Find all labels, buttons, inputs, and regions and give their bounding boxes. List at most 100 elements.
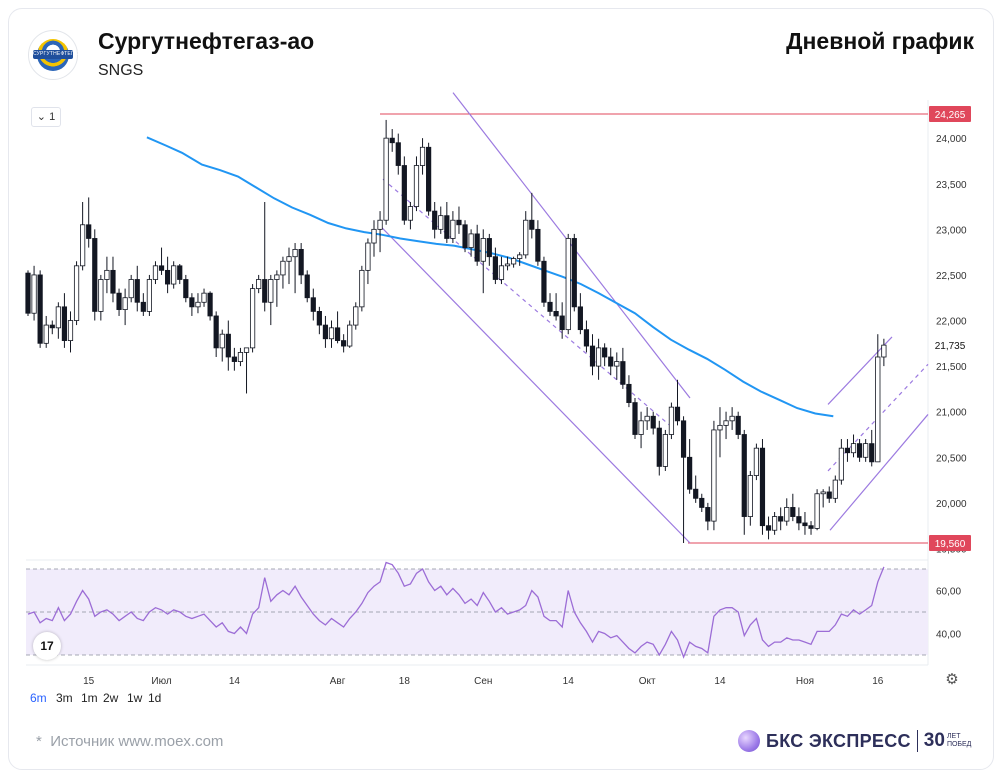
price-axis-tick: 21,500 <box>936 362 967 373</box>
candle-down <box>571 238 577 308</box>
candle-up <box>128 279 134 299</box>
time-axis-tick: Окт <box>639 676 656 687</box>
time-axis-tick: 16 <box>872 676 884 687</box>
candle-up <box>73 265 80 321</box>
candle-down <box>231 356 237 362</box>
candle-down <box>92 238 98 312</box>
candle-down <box>541 260 547 303</box>
candle-down <box>456 219 462 226</box>
candle-up <box>353 306 359 326</box>
candle-up <box>237 352 244 362</box>
candle-down <box>486 238 492 258</box>
candle-down <box>116 292 122 310</box>
candle-down <box>687 456 693 490</box>
timeframe-2w[interactable]: 2w <box>103 691 119 705</box>
candle-up <box>67 320 74 341</box>
candle-down <box>189 297 195 308</box>
source-asterisk: * <box>36 733 42 750</box>
time-axis-tick: 14 <box>229 676 241 687</box>
timeframe-1m[interactable]: 1m <box>81 691 98 705</box>
candle-up <box>850 443 857 454</box>
candle-down <box>529 219 535 230</box>
candle-up <box>729 415 735 422</box>
candle-down <box>680 420 687 458</box>
timeframe-1w[interactable]: 1w <box>127 691 143 705</box>
interval-selector[interactable]: ⌄ 1 <box>31 107 61 127</box>
candle-up <box>98 279 104 312</box>
candle-up <box>510 258 517 265</box>
candle-down <box>298 249 304 276</box>
candle-down <box>462 224 468 248</box>
timeframe-1d[interactable]: 1d <box>148 691 162 705</box>
candle-up <box>171 265 177 285</box>
candle-down <box>401 165 407 221</box>
source-note: * Источник www.moex.com <box>36 733 223 750</box>
candle-up <box>450 219 456 239</box>
price-axis-tick: 22,500 <box>936 271 967 282</box>
candle-down <box>341 340 347 347</box>
price-axis-tick: 23,000 <box>936 225 967 236</box>
price-axis-tick: 20,500 <box>936 453 967 464</box>
timeframe-6m[interactable]: 6m <box>30 691 47 705</box>
settings-gear-icon[interactable]: ⚙ <box>945 671 959 688</box>
candle-up <box>419 146 426 166</box>
candle-down <box>626 383 632 403</box>
brand-30: 30 <box>923 730 945 751</box>
candle-up <box>122 297 128 310</box>
time-axis-tick: 15 <box>83 676 95 687</box>
candle-up <box>480 238 486 262</box>
candle-down <box>395 142 401 166</box>
candle-down <box>856 443 863 458</box>
candle-down <box>620 361 626 385</box>
candle-down <box>778 516 784 522</box>
candle-up <box>413 165 420 207</box>
candle-up <box>55 306 61 329</box>
tradingview-logo[interactable]: 17 <box>33 632 61 660</box>
candle-up <box>195 301 201 308</box>
candle-down <box>177 265 183 280</box>
candle-up <box>772 516 778 531</box>
price-axis-tick: 21,000 <box>936 408 967 419</box>
candle-up <box>504 263 511 267</box>
candle-down <box>37 274 43 344</box>
candle-up <box>286 256 292 262</box>
ticker-symbol: SNGS <box>98 62 144 79</box>
candle-down <box>602 347 608 358</box>
candle-up <box>717 424 723 431</box>
candle-down <box>535 228 541 262</box>
candle-down <box>213 315 219 349</box>
time-axis-tick: 14 <box>563 676 575 687</box>
candle-up <box>359 269 365 308</box>
time-axis-tick: Сен <box>474 676 492 687</box>
candle-up <box>662 434 668 467</box>
timeframe-3m[interactable]: 3m <box>56 691 73 705</box>
candle-up <box>747 475 753 517</box>
candle-down <box>334 327 341 341</box>
candle-down <box>432 210 438 230</box>
candle-up <box>711 429 717 522</box>
rsi-axis-tick: 60,00 <box>936 587 961 598</box>
high-level-label: 24,265 <box>935 110 966 121</box>
candle-down <box>262 279 268 303</box>
candle-down <box>577 306 583 331</box>
rsi-axis-tick: 40,00 <box>936 630 961 641</box>
candle-up <box>523 219 529 256</box>
candle-up <box>468 233 474 248</box>
candle-up <box>814 493 820 529</box>
candle-up <box>249 288 256 349</box>
chart-period-title: Дневной график <box>786 28 974 54</box>
brand-name: БКС ЭКСПРЕСС <box>766 730 911 751</box>
candle-down <box>225 333 231 358</box>
candle-up <box>723 420 729 426</box>
candle-up <box>31 274 37 314</box>
candle-up <box>438 215 444 230</box>
candle-up <box>43 324 49 344</box>
candle-up <box>268 279 274 303</box>
candle-down <box>134 279 140 303</box>
candle-down <box>304 274 310 299</box>
candle-up <box>614 361 620 367</box>
time-axis-tick: 18 <box>399 676 411 687</box>
candle-down <box>699 497 705 508</box>
candle-up <box>668 406 675 435</box>
